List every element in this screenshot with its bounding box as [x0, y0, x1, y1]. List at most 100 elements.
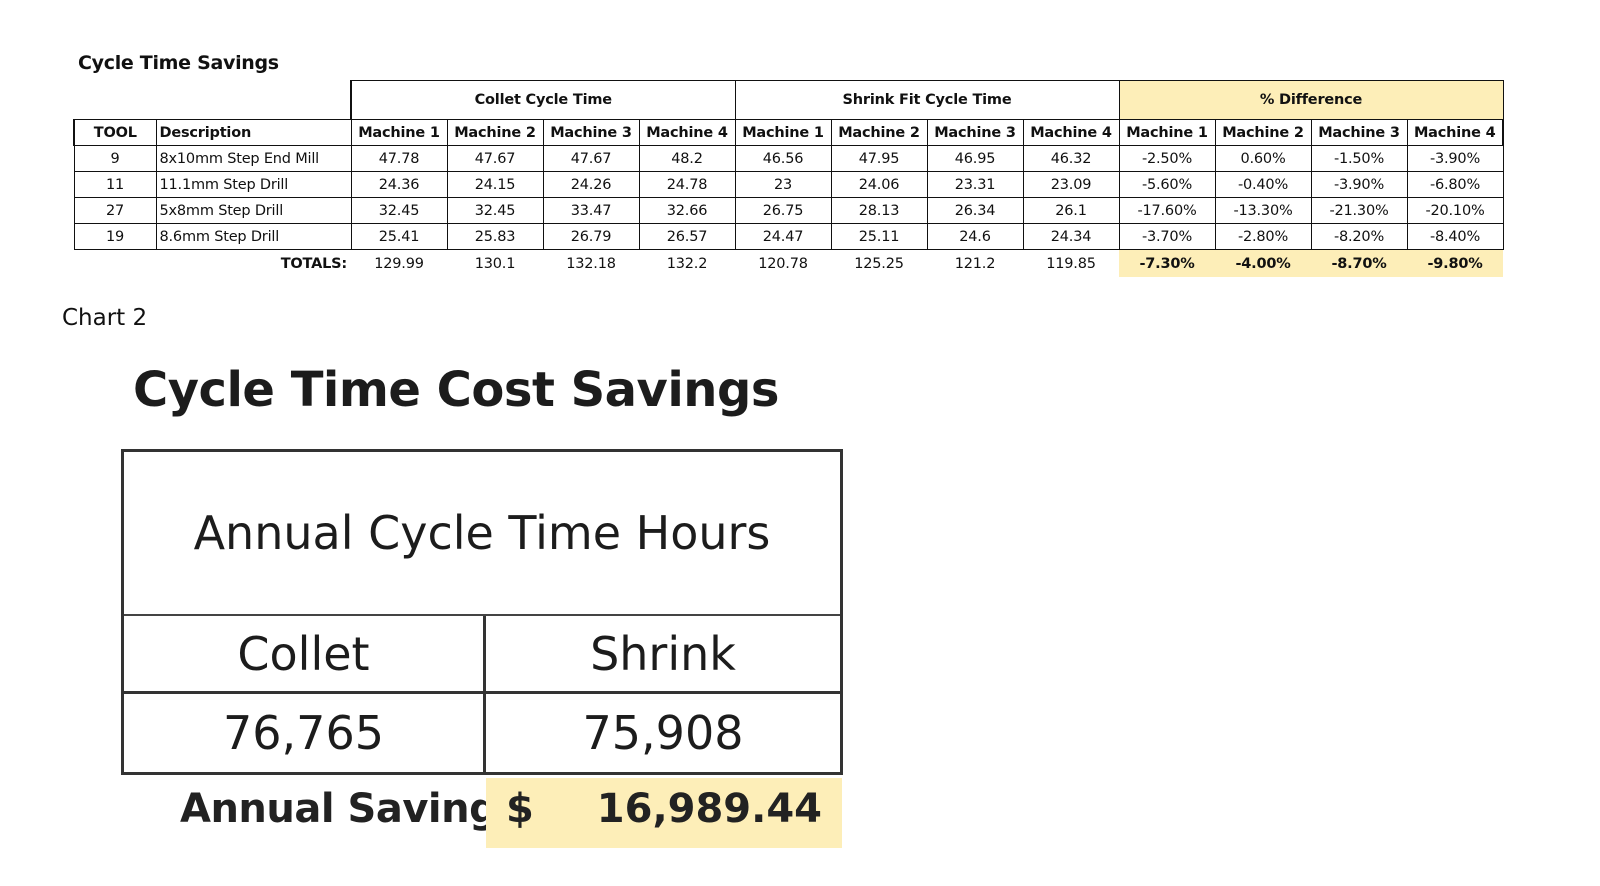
collet-cell: 32.45: [350, 197, 448, 224]
collet-cell: 47.78: [350, 145, 448, 172]
cost-savings-title: Cycle Time Cost Savings: [133, 362, 779, 418]
pct-cell: -1.50%: [1310, 145, 1408, 172]
shrink-cell: 24.47: [734, 223, 832, 250]
pct-cell: 0.60%: [1214, 145, 1312, 172]
column-header-collet-machine-3: Machine 3: [542, 119, 640, 146]
shrink-cell: 26.1: [1022, 197, 1120, 224]
currency-symbol: $: [506, 786, 534, 832]
column-header-collet-machine-2: Machine 2: [446, 119, 544, 146]
tool-cell: 27: [73, 197, 157, 224]
description-cell: 8.6mm Step Drill: [155, 223, 352, 250]
total-pct-cell: -9.80%: [1407, 249, 1503, 277]
column-header-pct-machine-4: Machine 4: [1406, 119, 1504, 146]
column-header-collet-machine-1: Machine 1: [350, 119, 448, 146]
total-pct-cell: -7.30%: [1119, 249, 1215, 277]
total-shrink-cell: 120.78: [758, 255, 808, 272]
description-cell: 5x8mm Step Drill: [155, 197, 352, 224]
total-collet-cell: 129.99: [374, 255, 424, 272]
description-cell: 11.1mm Step Drill: [155, 171, 352, 198]
group-header-pct-difference: % Difference: [1118, 80, 1504, 120]
column-header-pct-machine-2: Machine 2: [1214, 119, 1312, 146]
pct-cell: -20.10%: [1406, 197, 1504, 224]
pct-cell: -2.80%: [1214, 223, 1312, 250]
collet-cell: 48.2: [638, 145, 736, 172]
pct-cell: -3.90%: [1406, 145, 1504, 172]
annual-savings-label: Annual Savings:: [180, 786, 537, 832]
totals-label: TOTALS:: [280, 255, 347, 272]
total-shrink-cell: 119.85: [1046, 255, 1096, 272]
shrink-cell: 24.6: [926, 223, 1024, 250]
shrink-label: Shrink: [486, 616, 840, 694]
table-row: 27 5x8mm Step Drill 32.45 32.45 33.47 32…: [73, 197, 1504, 224]
pct-cell: -21.30%: [1310, 197, 1408, 224]
shrink-cell: 28.13: [830, 197, 928, 224]
shrink-cell: 25.11: [830, 223, 928, 250]
column-header-shrink-machine-2: Machine 2: [830, 119, 928, 146]
description-cell: 8x10mm Step End Mill: [155, 145, 352, 172]
pct-cell: -17.60%: [1118, 197, 1216, 224]
pct-cell: -5.60%: [1118, 171, 1216, 198]
pct-cell: -3.90%: [1310, 171, 1408, 198]
collet-cell: 26.57: [638, 223, 736, 250]
collet-cell: 47.67: [542, 145, 640, 172]
shrink-cell: 23.09: [1022, 171, 1120, 198]
annual-hours-box: Annual Cycle Time Hours Collet Shrink 76…: [121, 449, 843, 775]
column-header-pct-machine-1: Machine 1: [1118, 119, 1216, 146]
shrink-cell: 46.56: [734, 145, 832, 172]
pct-cell: -6.80%: [1406, 171, 1504, 198]
shrink-cell: 46.95: [926, 145, 1024, 172]
column-header-pct-machine-3: Machine 3: [1310, 119, 1408, 146]
total-pct-cell: -4.00%: [1215, 249, 1311, 277]
shrink-cell: 23: [734, 171, 832, 198]
group-header-collet: Collet Cycle Time: [350, 80, 736, 120]
shrink-cell: 23.31: [926, 171, 1024, 198]
blank-cell: [74, 81, 351, 120]
column-header-description: Description: [155, 119, 352, 146]
total-pct-cell: -8.70%: [1311, 249, 1407, 277]
shrink-cell: 26.75: [734, 197, 832, 224]
annual-savings-box: $ 16,989.44: [486, 778, 842, 848]
collet-cell: 26.79: [542, 223, 640, 250]
collet-label: Collet: [124, 616, 486, 694]
column-header-row: TOOL Description Machine 1 Machine 2 Mac…: [73, 119, 1504, 146]
total-shrink-cell: 125.25: [854, 255, 904, 272]
collet-cell: 24.78: [638, 171, 736, 198]
collet-cell: 32.45: [446, 197, 544, 224]
tool-cell: 9: [73, 145, 157, 172]
total-collet-cell: 132.18: [566, 255, 616, 272]
totals-row: TOTALS: 129.99 130.1 132.18 132.2 120.78…: [74, 249, 1503, 277]
table-title: Cycle Time Savings: [78, 52, 279, 74]
collet-cell: 24.26: [542, 171, 640, 198]
column-header-shrink-machine-3: Machine 3: [926, 119, 1024, 146]
pct-cell: -8.40%: [1406, 223, 1504, 250]
shrink-cell: 26.34: [926, 197, 1024, 224]
total-shrink-cell: 121.2: [954, 255, 996, 272]
total-collet-cell: 130.1: [474, 255, 516, 272]
column-header-shrink-machine-4: Machine 4: [1022, 119, 1120, 146]
tool-cell: 11: [73, 171, 157, 198]
collet-hours-value: 76,765: [124, 694, 486, 772]
collet-cell: 24.15: [446, 171, 544, 198]
collet-cell: 25.41: [350, 223, 448, 250]
collet-cell: 25.83: [446, 223, 544, 250]
pct-cell: -8.20%: [1310, 223, 1408, 250]
table-row: 11 11.1mm Step Drill 24.36 24.15 24.26 2…: [73, 171, 1504, 198]
collet-cell: 24.36: [350, 171, 448, 198]
annual-savings-value: 16,989.44: [596, 786, 822, 832]
table-row: 9 8x10mm Step End Mill 47.78 47.67 47.67…: [73, 145, 1504, 172]
column-header-tool: TOOL: [73, 119, 157, 146]
total-collet-cell: 132.2: [666, 255, 708, 272]
table-row: 19 8.6mm Step Drill 25.41 25.83 26.79 26…: [73, 223, 1504, 250]
cycle-time-table: Collet Cycle Time Shrink Fit Cycle Time …: [73, 80, 1504, 277]
annual-hours-header: Annual Cycle Time Hours: [124, 452, 840, 616]
shrink-hours-value: 75,908: [582, 706, 744, 760]
collet-cell: 32.66: [638, 197, 736, 224]
pct-cell: -3.70%: [1118, 223, 1216, 250]
column-header-collet-machine-4: Machine 4: [638, 119, 736, 146]
column-header-shrink-machine-1: Machine 1: [734, 119, 832, 146]
collet-cell: 47.67: [446, 145, 544, 172]
pct-cell: -2.50%: [1118, 145, 1216, 172]
pct-cell: -0.40%: [1214, 171, 1312, 198]
group-header-shrink: Shrink Fit Cycle Time: [734, 80, 1120, 120]
shrink-cell: 24.34: [1022, 223, 1120, 250]
